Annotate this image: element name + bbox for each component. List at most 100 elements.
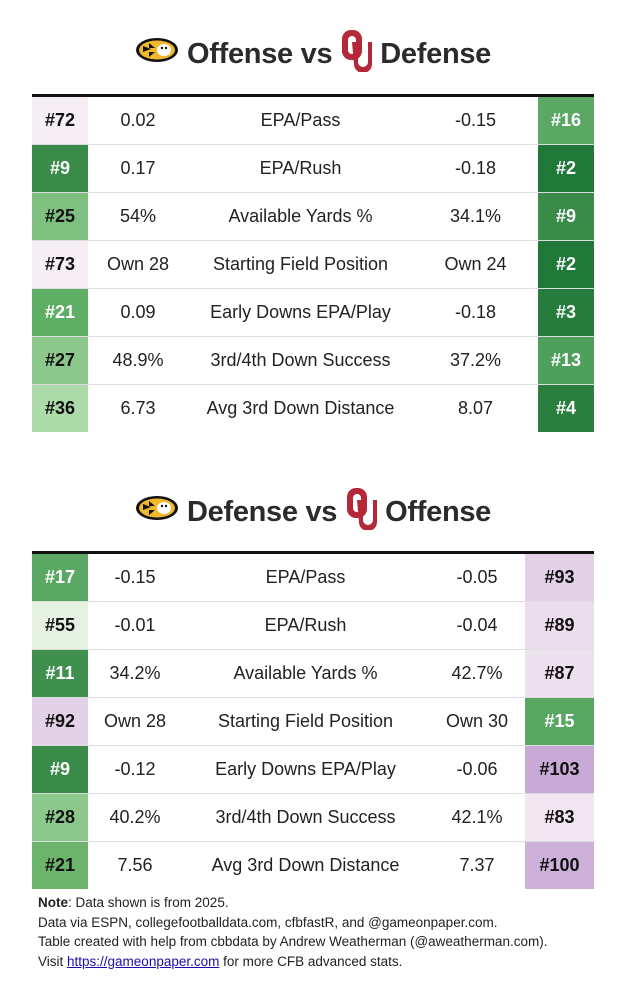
title-right-text: Offense [385,495,492,528]
stat-label: 3rd/4th Down Success [215,807,396,827]
right-rank: #83 [525,794,594,841]
defense-vs-offense-table: #17 -0.15 EPA/Pass -0.05 #93 #55 -0.01 EPA/Rush… [32,551,594,889]
left-rank: #9 [32,145,88,192]
left-rank: #73 [32,241,88,288]
table-row: #9 0.17 EPA/Rush -0.18 #2 [32,145,594,193]
left-rank: #55 [32,602,88,649]
right-value: -0.18 [454,302,497,322]
right-rank: #3 [538,289,594,336]
left-rank: #36 [32,385,88,432]
left-rank: #28 [32,794,88,841]
left-value: -0.12 [114,759,156,779]
table-row: #73 Own 28 Starting Field Position Own 24 #2 [32,241,594,289]
table-row: #11 34.2% Available Yards % 42.7% #87 [32,650,594,698]
stat-label: EPA/Rush [264,615,347,635]
offense-vs-defense-table: #72 0.02 EPA/Pass -0.15 #16 #9 0.17 EPA/Rush -0.… [32,94,594,432]
table-row: #72 0.02 EPA/Pass -0.15 #16 [32,97,594,145]
left-rank: #72 [32,97,88,144]
stat-label: Starting Field Position [212,254,389,274]
left-value: 7.56 [117,855,153,875]
left-value: 40.2% [109,807,161,827]
right-value: 42.1% [451,807,503,827]
visit-suffix: for more CFB advanced stats. [219,953,403,969]
right-value: -0.05 [456,567,498,587]
right-value: 42.7% [451,663,503,683]
right-rank: #15 [525,698,594,745]
right-rank: #103 [525,746,594,793]
left-rank: #27 [32,337,88,384]
right-value: -0.18 [454,158,497,178]
stat-label: EPA/Pass [260,110,341,130]
table-row: #21 0.09 Early Downs EPA/Play -0.18 #3 [32,289,594,337]
right-value: -0.06 [456,759,498,779]
left-rank: #25 [32,193,88,240]
right-value: -0.15 [454,110,497,130]
title-left-text: Offense vs [186,37,333,70]
right-rank: #93 [525,554,594,601]
title-right-text: Defense [380,37,492,70]
section-title-defense: Defense vs Offense [0,486,626,538]
table-row: #25 54% Available Yards % 34.1% #9 [32,193,594,241]
title-left-text: Defense vs [186,495,338,528]
table-row: #92 Own 28 Starting Field Position Own 30 #1… [32,698,594,746]
table-row: #36 6.73 Avg 3rd Down Distance 8.07 #4 [32,385,594,432]
right-rank: #2 [538,145,594,192]
left-value: 0.02 [120,110,156,130]
left-value: 34.2% [109,663,161,683]
note-label: Note [38,895,68,910]
left-value: 54% [119,206,157,226]
stat-label: Avg 3rd Down Distance [211,855,400,875]
right-value: 7.37 [459,855,495,875]
stat-label: EPA/Pass [265,567,346,587]
left-value: Own 28 [106,254,170,274]
left-value: -0.01 [114,615,156,635]
stat-label: Avg 3rd Down Distance [206,398,395,418]
missouri-tiger-logo [135,495,179,529]
right-value: Own 24 [444,254,507,274]
right-rank: #89 [525,602,594,649]
right-rank: #16 [538,97,594,144]
visit-prefix: Visit [38,953,68,969]
missouri-tiger-logo [135,37,179,71]
left-rank: #21 [32,842,88,889]
left-value: 0.17 [120,158,156,178]
right-value: -0.04 [456,615,498,635]
left-rank: #11 [32,650,88,697]
note-text: : Data shown is from 2025. [68,895,229,910]
right-rank: #13 [538,337,594,384]
left-value: 6.73 [120,398,156,418]
right-rank: #87 [525,650,594,697]
left-value: -0.15 [114,567,156,587]
stat-label: Early Downs EPA/Play [215,759,396,779]
right-value: 34.1% [449,206,502,226]
table-row: #17 -0.15 EPA/Pass -0.05 #93 [32,554,594,602]
left-rank: #17 [32,554,88,601]
gameonpaper-link[interactable]: https://gameonpaper.com [67,953,220,969]
table-row: #55 -0.01 EPA/Rush -0.04 #89 [32,602,594,650]
right-value: 8.07 [457,398,494,418]
stat-label: Available Yards % [228,206,373,226]
data-source-line: Data via ESPN, collegefootballdata.com, … [38,914,498,930]
right-value: Own 30 [445,711,509,731]
table-row: #27 48.9% 3rd/4th Down Success 37.2% #13 [32,337,594,385]
right-rank: #2 [538,241,594,288]
left-value: Own 28 [103,711,167,731]
left-value: 0.09 [120,302,156,322]
stat-label: Available Yards % [233,663,378,683]
right-rank: #9 [538,193,594,240]
footnote: Note: Data shown is from 2025. Data via … [38,893,547,971]
left-rank: #92 [32,698,88,745]
table-row: #21 7.56 Avg 3rd Down Distance 7.37 #100 [32,842,594,889]
stat-label: EPA/Rush [259,158,342,178]
left-rank: #21 [32,289,88,336]
right-value: 37.2% [449,350,502,370]
left-rank: #9 [32,746,88,793]
right-rank: #4 [538,385,594,432]
oklahoma-ou-logo [345,486,378,538]
stat-label: Early Downs EPA/Play [210,302,391,322]
left-value: 48.9% [112,350,164,370]
section-title-offense: Offense vs Defense [0,28,626,80]
credit-line: Table created with help from cbbdata by … [38,934,548,949]
oklahoma-ou-logo [340,28,373,80]
